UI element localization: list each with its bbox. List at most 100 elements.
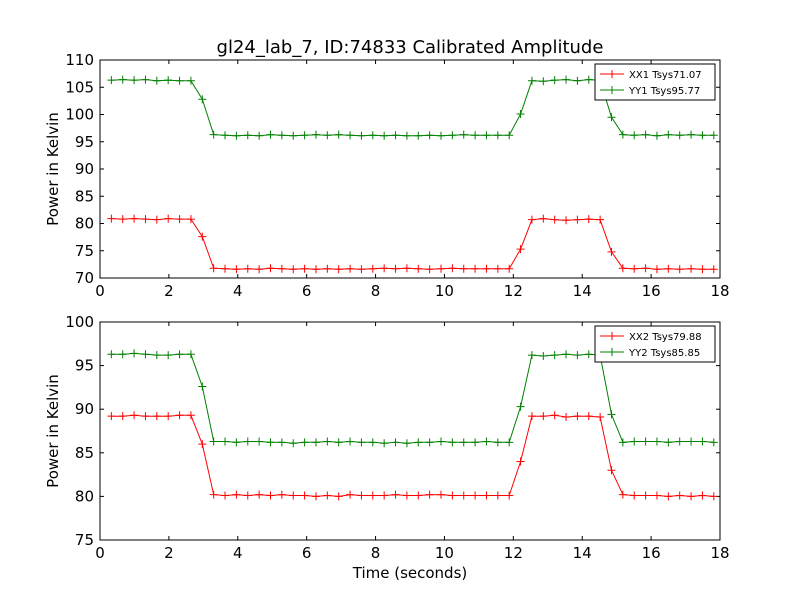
data-point bbox=[186, 350, 195, 359]
data-point bbox=[118, 350, 127, 359]
data-point bbox=[186, 411, 195, 420]
series-yy-2 bbox=[107, 349, 718, 448]
data-point bbox=[368, 131, 377, 140]
y-tick-label: 75 bbox=[75, 242, 94, 260]
series-line bbox=[111, 414, 714, 497]
data-point bbox=[698, 131, 707, 140]
data-point bbox=[277, 438, 286, 447]
data-point bbox=[607, 466, 616, 475]
data-point bbox=[198, 382, 207, 391]
y-tick-label: 85 bbox=[75, 444, 94, 462]
data-point bbox=[641, 491, 650, 500]
data-point bbox=[675, 131, 684, 140]
data-point bbox=[618, 264, 627, 273]
data-point bbox=[289, 491, 298, 500]
y-axis-label: Power in Kelvin bbox=[44, 112, 62, 226]
data-point bbox=[493, 491, 502, 500]
y-tick-label: 100 bbox=[65, 106, 94, 124]
data-point bbox=[709, 492, 718, 501]
legend-label: YY1 Tsys95.77 bbox=[628, 86, 700, 97]
data-point bbox=[584, 215, 593, 224]
data-point bbox=[573, 76, 582, 85]
data-point bbox=[357, 491, 366, 500]
y-axis-label: Power in Kelvin bbox=[44, 374, 62, 488]
data-point bbox=[152, 76, 161, 85]
data-point bbox=[448, 264, 457, 273]
data-point bbox=[277, 131, 286, 140]
y-tick-label: 70 bbox=[75, 269, 94, 287]
data-point bbox=[652, 131, 661, 140]
data-point bbox=[437, 131, 445, 140]
data-point bbox=[641, 437, 650, 446]
data-point bbox=[471, 264, 480, 273]
data-point bbox=[630, 131, 639, 140]
y-tick-label: 80 bbox=[75, 215, 94, 233]
legend: XX1 Tsys71.07 YY1 Tsys95.77 bbox=[594, 63, 716, 101]
data-point bbox=[664, 130, 673, 139]
data-point bbox=[255, 265, 264, 274]
data-point bbox=[311, 492, 320, 501]
data-point bbox=[391, 490, 400, 499]
x-tick-label: 8 bbox=[371, 282, 381, 300]
y-tick-label: 85 bbox=[75, 187, 94, 205]
panel-1: 0 2 4 6 8 10 12 14 16 18 70 75 80 85 90 95 100 105 110 Powe… bbox=[44, 51, 730, 300]
data-point bbox=[584, 75, 593, 84]
data-point bbox=[380, 131, 389, 140]
x-tick-label: 2 bbox=[164, 544, 174, 562]
data-point bbox=[584, 412, 593, 421]
y-tick-label: 80 bbox=[75, 487, 94, 505]
data-point bbox=[664, 492, 673, 501]
data-point bbox=[527, 76, 536, 85]
data-point bbox=[471, 131, 480, 140]
data-point bbox=[437, 490, 445, 499]
data-point bbox=[607, 113, 616, 122]
data-point bbox=[573, 215, 582, 224]
data-point bbox=[380, 264, 389, 273]
x-tick-label: 10 bbox=[435, 544, 454, 562]
data-point bbox=[596, 413, 605, 422]
data-point bbox=[357, 131, 366, 140]
panel-2: 0 2 4 6 8 10 12 14 16 18 75 80 85 90 95 100 Power in Kel… bbox=[44, 313, 730, 562]
y-tick-label: 95 bbox=[75, 357, 94, 375]
x-tick-label: 12 bbox=[504, 282, 523, 300]
data-point bbox=[186, 76, 195, 85]
data-point bbox=[527, 412, 536, 421]
series-line bbox=[111, 79, 714, 137]
data-point bbox=[493, 131, 502, 140]
data-point bbox=[130, 76, 139, 85]
data-point bbox=[516, 245, 525, 254]
data-point bbox=[402, 131, 411, 140]
data-point bbox=[425, 131, 434, 140]
y-tick-label: 105 bbox=[65, 78, 94, 96]
data-point bbox=[482, 264, 491, 273]
x-axis-label: Time (seconds) bbox=[352, 564, 468, 582]
data-point bbox=[255, 437, 264, 446]
data-point bbox=[562, 413, 571, 422]
data-point bbox=[448, 131, 457, 140]
data-point bbox=[277, 264, 286, 273]
data-point bbox=[687, 130, 696, 139]
data-point bbox=[516, 402, 525, 411]
data-point bbox=[664, 438, 673, 447]
data-point bbox=[266, 264, 275, 273]
data-point bbox=[300, 491, 309, 500]
data-point bbox=[130, 411, 139, 420]
x-tick-label: 6 bbox=[302, 282, 312, 300]
series-yy-1 bbox=[107, 75, 718, 140]
data-point bbox=[198, 232, 207, 241]
data-point bbox=[255, 490, 264, 499]
data-point bbox=[596, 215, 605, 224]
x-tick-label: 2 bbox=[164, 282, 174, 300]
x-tick-label: 16 bbox=[642, 544, 661, 562]
data-point bbox=[346, 490, 355, 499]
data-point bbox=[152, 351, 161, 360]
data-point bbox=[550, 351, 559, 360]
data-point bbox=[107, 350, 116, 359]
data-point bbox=[346, 437, 355, 446]
x-tick-label: 8 bbox=[371, 544, 381, 562]
data-point bbox=[437, 437, 445, 446]
data-point bbox=[289, 265, 298, 274]
data-point bbox=[391, 131, 400, 140]
data-point bbox=[118, 215, 127, 224]
